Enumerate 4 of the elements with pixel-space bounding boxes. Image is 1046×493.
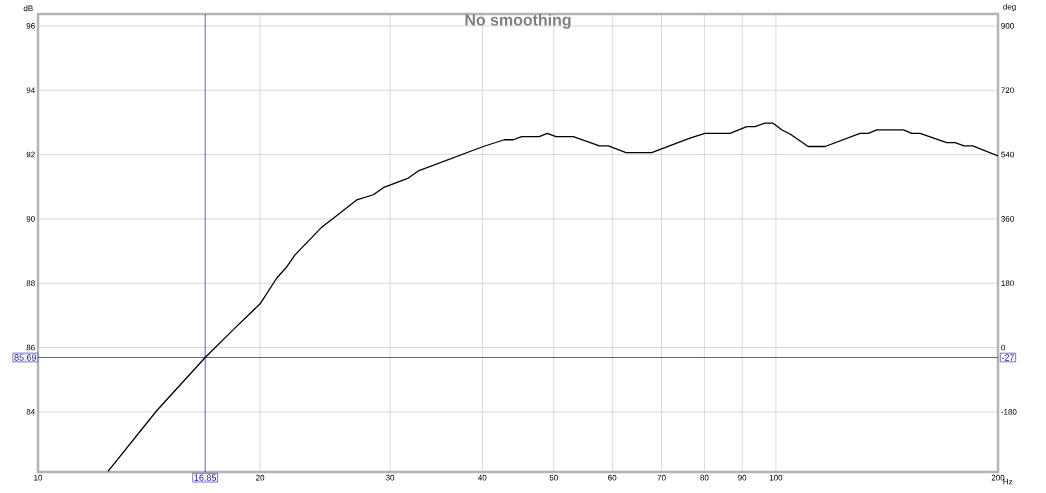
text: -27 [1001,354,1015,361]
ref-line-label: 16.85 [194,474,217,481]
chart-title: No smoothing [465,13,571,29]
ref-line-label: 85.69 [14,354,37,361]
